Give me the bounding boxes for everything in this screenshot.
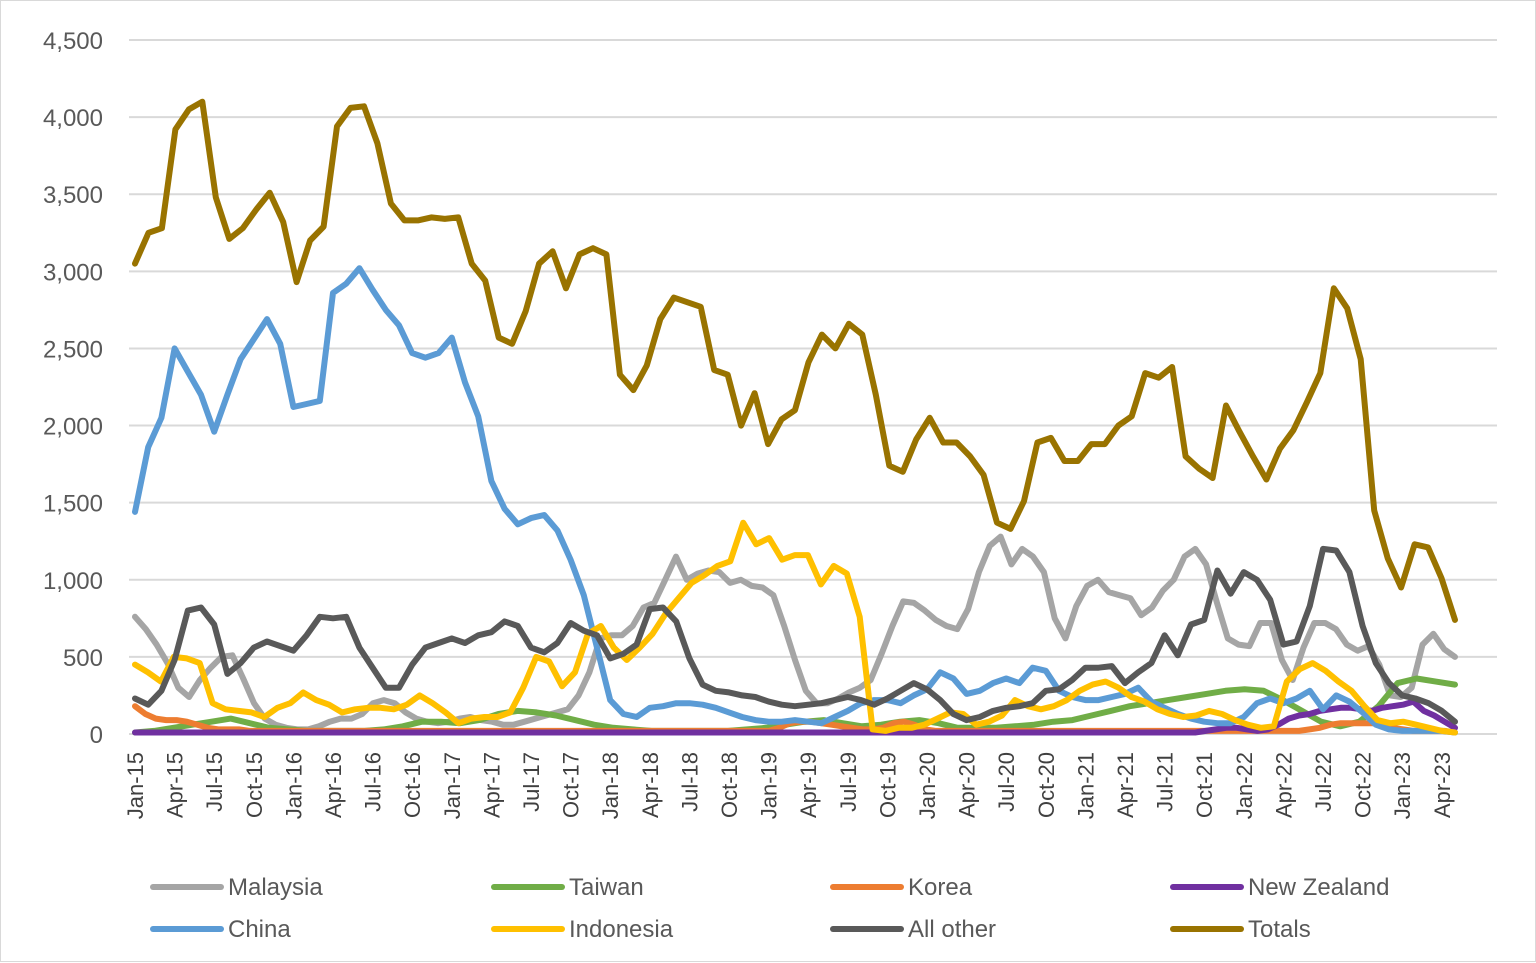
x-tick-label: Jul-16	[361, 752, 386, 812]
x-tick-label: Jan-21	[1073, 752, 1098, 819]
x-tick-label: Jul-17	[519, 752, 544, 812]
x-tick-label: Jul-20	[994, 752, 1019, 812]
x-tick-label: Oct-15	[242, 752, 267, 818]
y-tick-label: 4,500	[43, 28, 103, 55]
y-tick-label: 0	[90, 722, 103, 749]
series-line-totals	[132, 98, 1458, 623]
x-tick-label: Jan-18	[598, 752, 623, 819]
y-tick-label: 3,000	[43, 259, 103, 286]
y-tick-label: 3,500	[43, 182, 103, 209]
legend-label: Taiwan	[569, 874, 644, 901]
legend-item: Taiwan	[491, 874, 644, 901]
x-tick-label: Jan-17	[440, 752, 465, 819]
y-tick-label: 500	[63, 645, 103, 672]
legend-item: New Zealand	[1170, 874, 1389, 901]
x-tick-label: Jan-23	[1390, 752, 1415, 819]
x-axis-ticks: Jan-15 Apr-15 Jul-15 Oct-15 Jan-16 Apr-16 Jul-…	[123, 752, 1455, 819]
x-tick-label: Jan-22	[1232, 752, 1257, 819]
x-tick-label: Apr-23	[1430, 752, 1455, 818]
legend-label: Totals	[1248, 916, 1311, 943]
legend-label: All other	[908, 916, 996, 943]
series-line-new-zealand	[132, 698, 1458, 736]
x-tick-label: Oct-21	[1192, 752, 1217, 818]
x-tick-label: Apr-19	[796, 752, 821, 818]
x-tick-label: Jan-19	[757, 752, 782, 819]
legend-label: New Zealand	[1248, 874, 1389, 901]
x-tick-label: Apr-18	[638, 752, 663, 818]
x-tick-label: Jul-19	[836, 752, 861, 812]
x-tick-label: Jan-20	[915, 752, 940, 819]
x-tick-label: Jul-18	[677, 752, 702, 812]
y-tick-label: 1,000	[43, 568, 103, 595]
series-line-malaysia	[132, 533, 1458, 733]
x-tick-label: Jan-16	[281, 752, 306, 819]
y-tick-label: 2,500	[43, 336, 103, 363]
legend-item: China	[150, 916, 291, 943]
y-tick-label: 4,000	[43, 105, 103, 132]
x-tick-label: Oct-22	[1351, 752, 1376, 818]
x-tick-label: Jul-15	[202, 752, 227, 812]
x-tick-label: Apr-20	[955, 752, 980, 818]
legend-item: Totals	[1170, 916, 1311, 943]
legend-item: All other	[830, 916, 996, 943]
x-tick-label: Oct-18	[717, 752, 742, 818]
series-lines	[132, 98, 1458, 736]
legend-label: Malaysia	[228, 874, 323, 901]
x-tick-label: Jul-22	[1311, 752, 1336, 812]
x-tick-label: Jul-21	[1153, 752, 1178, 812]
legend-item: Indonesia	[491, 916, 674, 943]
legend: Malaysia Taiwan Korea New Zealand China Indon…	[150, 874, 1389, 943]
x-tick-label: Apr-21	[1113, 752, 1138, 818]
x-tick-label: Oct-16	[400, 752, 425, 818]
series-line-all-other	[132, 545, 1458, 725]
legend-label: Korea	[908, 874, 973, 901]
x-tick-label: Oct-19	[875, 752, 900, 818]
x-tick-label: Apr-22	[1271, 752, 1296, 818]
x-tick-label: Jan-15	[123, 752, 148, 819]
x-tick-label: Apr-17	[479, 752, 504, 818]
legend-item: Malaysia	[150, 874, 323, 901]
series-line-indonesia	[132, 519, 1458, 736]
x-tick-label: Apr-15	[163, 752, 188, 818]
y-tick-label: 2,000	[43, 414, 103, 441]
x-tick-label: Apr-16	[321, 752, 346, 818]
x-tick-label: Oct-20	[1034, 752, 1059, 818]
legend-label: Indonesia	[569, 916, 674, 943]
y-tick-label: 1,500	[43, 491, 103, 518]
legend-label: China	[228, 916, 291, 943]
y-axis-ticks: 0 500 1,000 1,500 2,000 2,500 3,000 3,500 4,000 4…	[43, 28, 103, 749]
x-tick-label: Oct-17	[559, 752, 584, 818]
legend-item: Korea	[830, 874, 973, 901]
